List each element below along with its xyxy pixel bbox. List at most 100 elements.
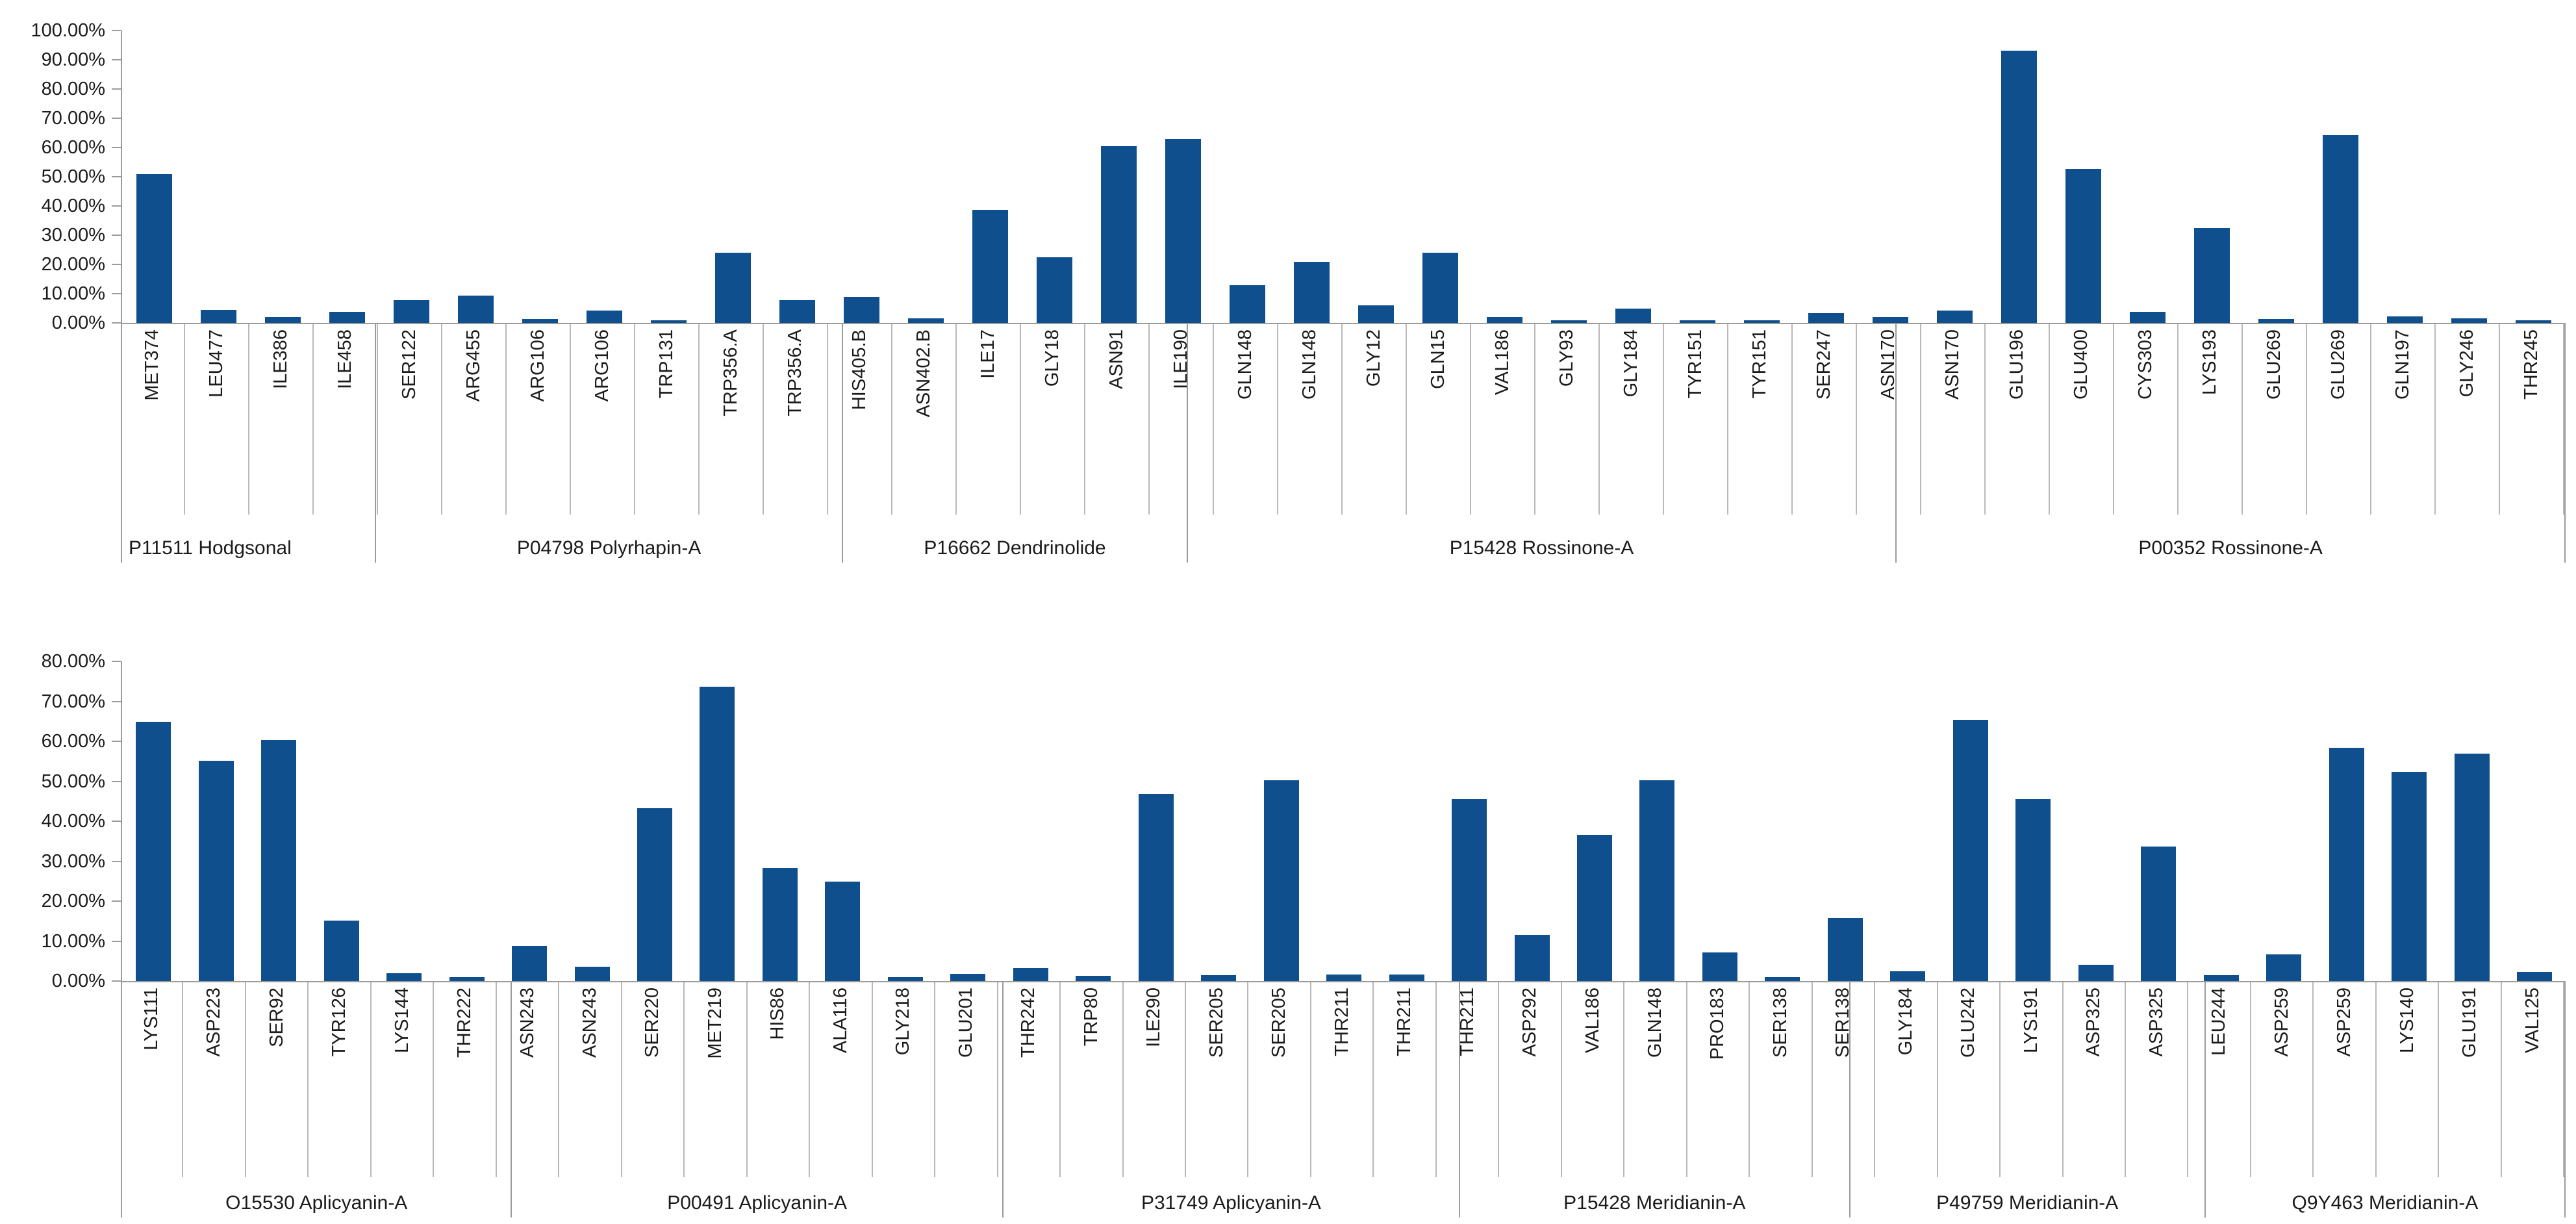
bar <box>2266 954 2302 981</box>
bar <box>1357 305 1395 323</box>
bar-slot <box>1858 31 1923 323</box>
category-cell: TYR126 <box>309 982 372 1177</box>
bar <box>1514 934 1550 981</box>
bar-slot <box>829 31 894 323</box>
category-cell: SER138 <box>1750 982 1813 1177</box>
category-cell: HIS405.B <box>828 324 892 515</box>
y-tick-mark <box>112 980 121 982</box>
bar-slot <box>1730 31 1794 323</box>
category-cell: ASP325 <box>2064 982 2126 1177</box>
category-cell: GLU191 <box>2439 982 2502 1177</box>
category-cell: ASN243 <box>559 982 622 1177</box>
bar-slot <box>561 661 623 981</box>
bar-slot <box>894 31 958 323</box>
bar <box>522 318 559 323</box>
bar <box>200 310 237 323</box>
bar-slot <box>1022 31 1087 323</box>
category-cell: GLN148 <box>1214 324 1278 515</box>
category-cell: TRP80 <box>1061 982 1124 1177</box>
bar <box>2454 754 2490 981</box>
bar <box>1702 952 1737 981</box>
y-tick-label: 90.00% <box>41 49 105 70</box>
bar-slot <box>2180 31 2244 323</box>
bar <box>2141 846 2177 981</box>
y-tick-label: 40.00% <box>41 196 105 216</box>
bar <box>2322 135 2359 323</box>
bar <box>1890 971 1926 981</box>
bar-slot <box>1751 661 1813 981</box>
plot-area <box>121 31 2566 324</box>
bar <box>1679 320 1716 323</box>
y-tick-label: 30.00% <box>41 850 105 872</box>
group-cell: P00491 Aplicyanin-A <box>512 982 1004 1218</box>
category-cell: GLN197 <box>2371 324 2436 515</box>
bar-slot <box>1537 31 1601 323</box>
top-bar-chart: 100.00% 90.00% 80.00% 70.00% 60.00% 50.00% 40.… <box>0 0 2576 611</box>
y-tick-mark <box>112 940 121 942</box>
bar <box>1165 138 1202 323</box>
bar <box>574 966 610 981</box>
y-tick-label: 80.00% <box>41 79 105 99</box>
y-tick-label: 70.00% <box>41 108 105 129</box>
bar <box>2078 965 2114 981</box>
group-cell: P49759 Meridianin-A <box>1850 982 2206 1218</box>
bar <box>449 976 485 981</box>
category-cell: ARG106 <box>507 324 571 515</box>
bar <box>586 310 623 323</box>
category-cell: ILE190 <box>1150 324 1214 515</box>
category-cell: GLU242 <box>1938 982 2001 1177</box>
bar <box>1263 780 1299 981</box>
bar-slot <box>2440 661 2503 981</box>
category-cell: SER220 <box>622 982 685 1177</box>
category-cell: THR211 <box>1374 982 1437 1177</box>
bar-slot <box>2315 661 2377 981</box>
bar-slot <box>1438 661 1500 981</box>
bar <box>2001 50 2038 323</box>
category-cell: THR211 <box>1437 982 1500 1177</box>
category-cell: TYR151 <box>1728 324 1793 515</box>
category-cell: ASP259 <box>2314 982 2377 1177</box>
bar-slot <box>315 31 379 323</box>
category-cell: ASP259 <box>2251 982 2314 1177</box>
y-tick-label: 50.00% <box>41 771 105 792</box>
y-tick-mark <box>112 147 121 148</box>
bar-slot <box>1472 31 1537 323</box>
group-cell: Q9Y463 Meridianin-A <box>2206 982 2566 1218</box>
category-cell: ARG455 <box>442 324 507 515</box>
category-cell: GLN148 <box>1278 324 1343 515</box>
bar-slot <box>1187 661 1250 981</box>
category-cell: THR222 <box>434 982 497 1177</box>
bar-slot <box>874 661 937 981</box>
category-cell: GLY184 <box>1600 324 1664 515</box>
bar-slot <box>1280 31 1344 323</box>
group-cell: P04798 Polyrhapin-A <box>376 324 844 563</box>
bar-slot <box>1151 31 1215 323</box>
bar <box>1936 310 1973 323</box>
category-cell: GLY218 <box>873 982 936 1177</box>
bar-slot <box>2244 31 2308 323</box>
group-label: P49759 Meridianin-A <box>1936 1192 2119 1214</box>
category-cell: MET374 <box>121 324 185 515</box>
bar-slot <box>1626 661 1688 981</box>
bar-slot <box>811 661 874 981</box>
category-cell: THR245 <box>2500 324 2564 515</box>
bar <box>1326 975 1362 981</box>
category-cell: LEU477 <box>185 324 249 515</box>
bar <box>779 300 816 323</box>
bar <box>1036 257 1073 323</box>
bar <box>2329 747 2364 981</box>
bar <box>2015 798 2051 981</box>
category-cell: ASN243 <box>497 982 560 1177</box>
category-cell: GLN148 <box>1624 982 1687 1177</box>
group-cell: P15428 Meridianin-A <box>1460 982 1850 1218</box>
y-tick-mark <box>112 821 121 822</box>
group-label: P00491 Aplicyanin-A <box>667 1192 848 1214</box>
y-axis: 80.00% 70.00% 60.00% 50.00% 40.00% 30.00% 20.0… <box>0 633 2576 1224</box>
group-axis: O15530 Aplicyanin-A P00491 Aplicyanin-A P3… <box>121 982 2566 1218</box>
category-cell: LYS191 <box>2001 982 2064 1177</box>
category-cell: GLY18 <box>1021 324 1085 515</box>
bar <box>457 296 494 323</box>
category-cell: GLY246 <box>2436 324 2500 515</box>
y-tick-label: 10.00% <box>41 283 105 304</box>
bar <box>1550 320 1587 323</box>
